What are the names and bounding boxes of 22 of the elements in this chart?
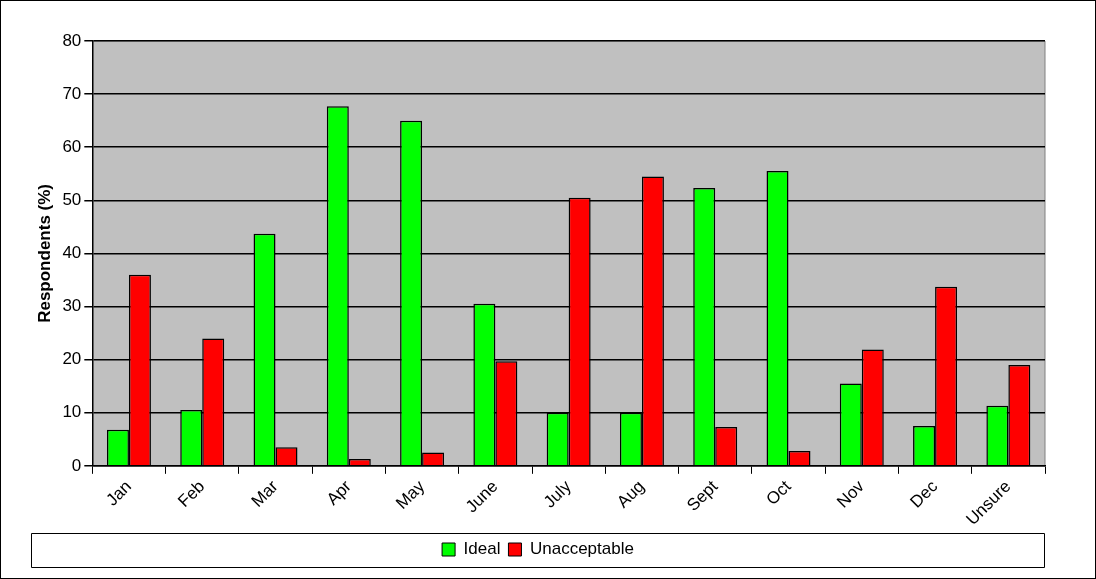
x-tick-label: Oct xyxy=(762,476,795,509)
y-axis-title: Respondents (%) xyxy=(34,183,54,323)
x-tick-label: Dec xyxy=(906,476,942,512)
x-tick-label: Jan xyxy=(102,476,136,510)
y-tick-label: 0 xyxy=(71,455,82,475)
x-tick-label: Aug xyxy=(613,476,649,512)
y-tick-label: 50 xyxy=(62,190,82,209)
x-tick-label: Feb xyxy=(174,476,209,511)
y-tick-label: 20 xyxy=(62,349,82,369)
y-tick-label: 40 xyxy=(62,243,82,263)
x-tick-label: Mar xyxy=(247,476,282,511)
y-tick-label: 30 xyxy=(62,296,82,316)
legend-label: Unacceptable xyxy=(529,539,634,559)
legend-label: Ideal xyxy=(463,539,501,559)
x-tick-label: July xyxy=(539,476,576,512)
y-tick-label: 80 xyxy=(62,30,82,50)
x-tick-label: Apr xyxy=(322,476,356,509)
y-tick-label: 70 xyxy=(62,83,82,103)
x-tick-label: May xyxy=(392,476,429,513)
y-tick-label: 10 xyxy=(62,402,82,422)
y-tick-label: 60 xyxy=(62,136,82,156)
x-tick-label: Nov xyxy=(833,476,869,512)
